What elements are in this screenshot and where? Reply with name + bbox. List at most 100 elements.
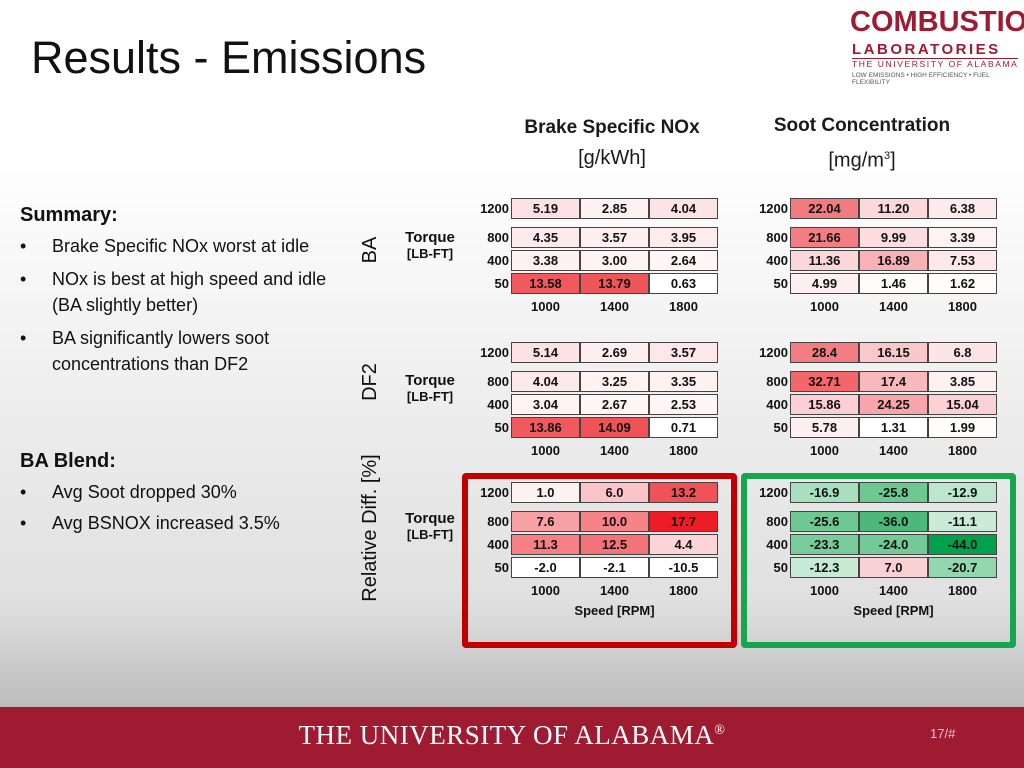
table-cell: 6.0 <box>580 482 649 503</box>
table-cell: 32.71 <box>790 371 859 392</box>
row-label-relative-diff: Relative Diff. [%] <box>359 454 381 602</box>
table-cell: 1.99 <box>928 417 997 438</box>
table-cell: 15.86 <box>790 394 859 415</box>
table-cell: 3.85 <box>928 371 997 392</box>
torque-level-label: 1200 <box>759 345 788 360</box>
table-cell: 13.2 <box>649 482 718 503</box>
ba-blend-heading: BA Blend: <box>20 450 116 472</box>
table-cell: 2.64 <box>649 250 718 271</box>
table-cell: -12.3 <box>790 557 859 578</box>
nox-column-header: Brake Specific NOx [g/kWh] <box>492 113 732 173</box>
table-cell: 17.7 <box>649 511 718 532</box>
table-cell: 17.4 <box>859 371 928 392</box>
speed-tick-label: 1800 <box>669 443 698 458</box>
table-cell: -44.0 <box>928 534 997 555</box>
slide-title: Results - Emissions <box>31 32 427 83</box>
logo-rule <box>852 58 1018 59</box>
ba-blend-list: Avg Soot dropped 30% Avg BSNOX increased… <box>20 479 340 536</box>
nox-header-unit: [g/kWh] <box>578 147 646 169</box>
torque-level-label: 50 <box>773 420 788 435</box>
logo-line-1: COMBUSTION <box>850 6 1024 38</box>
ba-blend-item: Avg BSNOX increased 3.5% <box>20 510 340 536</box>
table-cell: 5.19 <box>511 198 580 219</box>
table-cell: 2.53 <box>649 394 718 415</box>
torque-level-label: 400 <box>487 537 509 552</box>
table-cell: 10.0 <box>580 511 649 532</box>
torque-label-diff: Torque [LB-FT] <box>405 510 455 542</box>
torque-level-label: 50 <box>494 420 509 435</box>
table-cell: -11.1 <box>928 511 997 532</box>
table-cell: 11.20 <box>859 198 928 219</box>
nox-header-title: Brake Specific NOx <box>524 117 700 138</box>
speed-tick-label: 1800 <box>669 583 698 598</box>
table-cell: 1.0 <box>511 482 580 503</box>
page-number: 17/# <box>930 726 956 741</box>
soot-column-header: Soot Concentration [mg/m3] <box>742 111 982 176</box>
table-cell: 3.04 <box>511 394 580 415</box>
table-cell: 3.57 <box>580 227 649 248</box>
row-label-df2: DF2 <box>359 363 381 401</box>
speed-axis-label-nox: Speed [RPM] <box>574 603 655 618</box>
table-cell: 16.89 <box>859 250 928 271</box>
table-cell: -24.0 <box>859 534 928 555</box>
summary-heading: Summary: <box>20 204 118 226</box>
speed-tick-label: 1800 <box>948 583 977 598</box>
table-cell: -20.7 <box>928 557 997 578</box>
table-cell: 3.39 <box>928 227 997 248</box>
torque-level-label: 800 <box>766 514 788 529</box>
logo-tagline: LOW EMISSIONS • HIGH EFFICIENCY • FUEL F… <box>852 72 990 86</box>
torque-level-label: 50 <box>494 276 509 291</box>
table-cell: 4.4 <box>649 534 718 555</box>
university-wordmark: THE UNIVERSITY OF ALABAMA® <box>298 720 726 750</box>
table-cell: 12.5 <box>580 534 649 555</box>
table-cell: 14.09 <box>580 417 649 438</box>
combustion-laboratories-logo: COMBUSTION LABORATORIES THE UNIVERSITY O… <box>850 6 1024 86</box>
table-cell: 7.53 <box>928 250 997 271</box>
table-cell: 1.46 <box>859 273 928 294</box>
torque-level-label: 1200 <box>480 485 509 500</box>
torque-level-label: 800 <box>487 514 509 529</box>
table-cell: 6.8 <box>928 342 997 363</box>
table-cell: 5.14 <box>511 342 580 363</box>
torque-level-label: 50 <box>773 560 788 575</box>
table-cell: 11.3 <box>511 534 580 555</box>
table-cell: 3.57 <box>649 342 718 363</box>
torque-level-label: 800 <box>766 374 788 389</box>
torque-level-label: 400 <box>487 253 509 268</box>
table-cell: -25.6 <box>790 511 859 532</box>
table-cell: 5.78 <box>790 417 859 438</box>
summary-item: NOx is best at high speed and idle (BA s… <box>20 266 340 318</box>
table-cell: 0.71 <box>649 417 718 438</box>
logo-line-2: LABORATORIES <box>852 41 1001 58</box>
summary-section: Summary: Brake Specific NOx worst at idl… <box>20 204 340 384</box>
soot-header-title: Soot Concentration <box>773 115 951 136</box>
speed-tick-label: 1400 <box>600 583 629 598</box>
speed-tick-label: 1400 <box>879 583 908 598</box>
table-cell: 1.62 <box>928 273 997 294</box>
table-cell: 4.35 <box>511 227 580 248</box>
speed-tick-label: 1400 <box>600 443 629 458</box>
speed-tick-label: 1800 <box>669 299 698 314</box>
torque-level-label: 800 <box>487 374 509 389</box>
table-cell: 13.79 <box>580 273 649 294</box>
ba-blend-section: BA Blend: Avg Soot dropped 30% Avg BSNOX… <box>20 450 340 541</box>
table-cell: -2.1 <box>580 557 649 578</box>
table-cell: -25.8 <box>859 482 928 503</box>
torque-label-df2: Torque [LB-FT] <box>405 372 455 404</box>
speed-tick-label: 1000 <box>810 443 839 458</box>
table-cell: 4.04 <box>649 198 718 219</box>
table-cell: 4.99 <box>790 273 859 294</box>
table-cell: 3.95 <box>649 227 718 248</box>
table-cell: 7.0 <box>859 557 928 578</box>
torque-level-label: 1200 <box>759 485 788 500</box>
table-cell: 2.69 <box>580 342 649 363</box>
table-cell: 11.36 <box>790 250 859 271</box>
table-cell: 28.4 <box>790 342 859 363</box>
summary-list: Brake Specific NOx worst at idle NOx is … <box>20 233 340 377</box>
torque-level-label: 1200 <box>480 345 509 360</box>
torque-level-label: 1200 <box>759 201 788 216</box>
table-cell: 4.04 <box>511 371 580 392</box>
table-cell: -10.5 <box>649 557 718 578</box>
row-label-ba: BA <box>359 236 381 264</box>
soot-header-unit: [mg/m3] <box>828 149 896 172</box>
